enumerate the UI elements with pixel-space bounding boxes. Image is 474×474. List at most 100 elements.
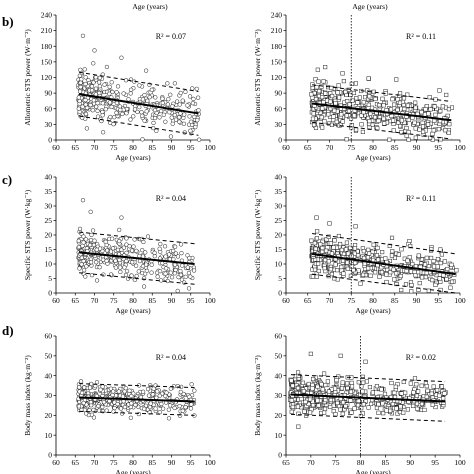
x-tick-label: 90 [407,458,415,467]
data-point [423,262,428,267]
data-point [358,281,363,286]
x-tick-label: 100 [454,143,466,152]
data-point [163,119,168,124]
data-point [158,278,164,283]
data-point [325,379,330,384]
data-point [195,118,200,123]
data-point [127,244,132,249]
data-point [91,98,96,103]
data-point [355,249,360,254]
data-point [437,276,442,281]
data-point [82,407,88,413]
data-point [87,242,93,248]
data-point [140,264,146,269]
data-point [98,387,103,392]
upper-prediction-band [312,84,452,102]
data-point [190,101,196,106]
x-tick-label: 80 [357,458,365,467]
data-point [332,238,337,243]
data-point [407,255,412,260]
data-point [441,126,446,131]
data-point [320,245,325,251]
regression-line [79,251,195,265]
data-point [136,269,141,274]
data-point [367,119,372,124]
data-point [376,402,381,407]
data-point [435,264,440,269]
data-point [332,276,337,281]
data-point [365,255,371,260]
lower-prediction-band [312,273,456,294]
data-point [391,267,396,272]
data-point [101,257,106,262]
data-point [110,392,115,398]
data-point [415,406,420,411]
data-point [361,380,366,385]
data-point [170,121,175,126]
data-point [190,86,195,91]
data-point [97,265,102,270]
data-point [163,254,168,259]
data-point [437,272,442,277]
x-tick-label: 100 [204,143,216,152]
data-point [381,116,386,121]
data-point [312,122,317,127]
data-point [399,118,404,123]
data-point [114,110,119,115]
data-point [104,242,109,248]
data-point [117,238,122,244]
data-point [399,287,404,293]
data-point [311,111,316,116]
data-point [101,400,107,405]
data-point [308,351,313,356]
data-point [353,81,358,86]
data-point [171,248,176,254]
data-point [186,286,192,291]
upper-prediction-band [79,383,195,389]
y-tick-label: 40 [45,173,53,182]
data-point [424,255,429,260]
data-point [371,257,376,263]
data-point [331,117,336,123]
data-point [364,379,369,384]
data-point [341,400,346,405]
data-point [155,274,160,279]
data-point [89,88,95,93]
data-point [369,401,374,406]
data-point [128,91,133,96]
data-point [338,353,343,358]
data-point [417,281,422,286]
data-point [117,227,122,233]
data-point [317,89,322,94]
data-point [399,130,404,135]
data-point [326,389,332,394]
data-point [196,137,202,142]
data-point [320,239,325,244]
data-point [315,67,320,72]
data-point [120,394,126,399]
x-tick-label: 90 [413,296,421,305]
data-point [369,105,375,110]
data-point [118,269,123,275]
data-point [178,389,183,395]
x-tick-label: 95 [187,296,195,305]
data-point [314,97,319,102]
y-tick-label: 25 [275,216,283,225]
data-point [91,80,96,85]
x-axis-label: Age (years) [355,468,391,474]
data-point [361,272,366,277]
data-point [373,270,378,275]
data-point [310,386,315,391]
data-point [421,129,426,134]
data-point [318,110,323,115]
data-point [81,268,87,273]
data-point [116,389,121,394]
data-point [371,242,376,247]
data-point [392,390,397,395]
data-point [169,115,174,120]
data-point [115,84,121,89]
data-point [302,409,307,414]
data-point [83,97,88,103]
data-point [78,80,83,85]
data-point [147,404,153,410]
